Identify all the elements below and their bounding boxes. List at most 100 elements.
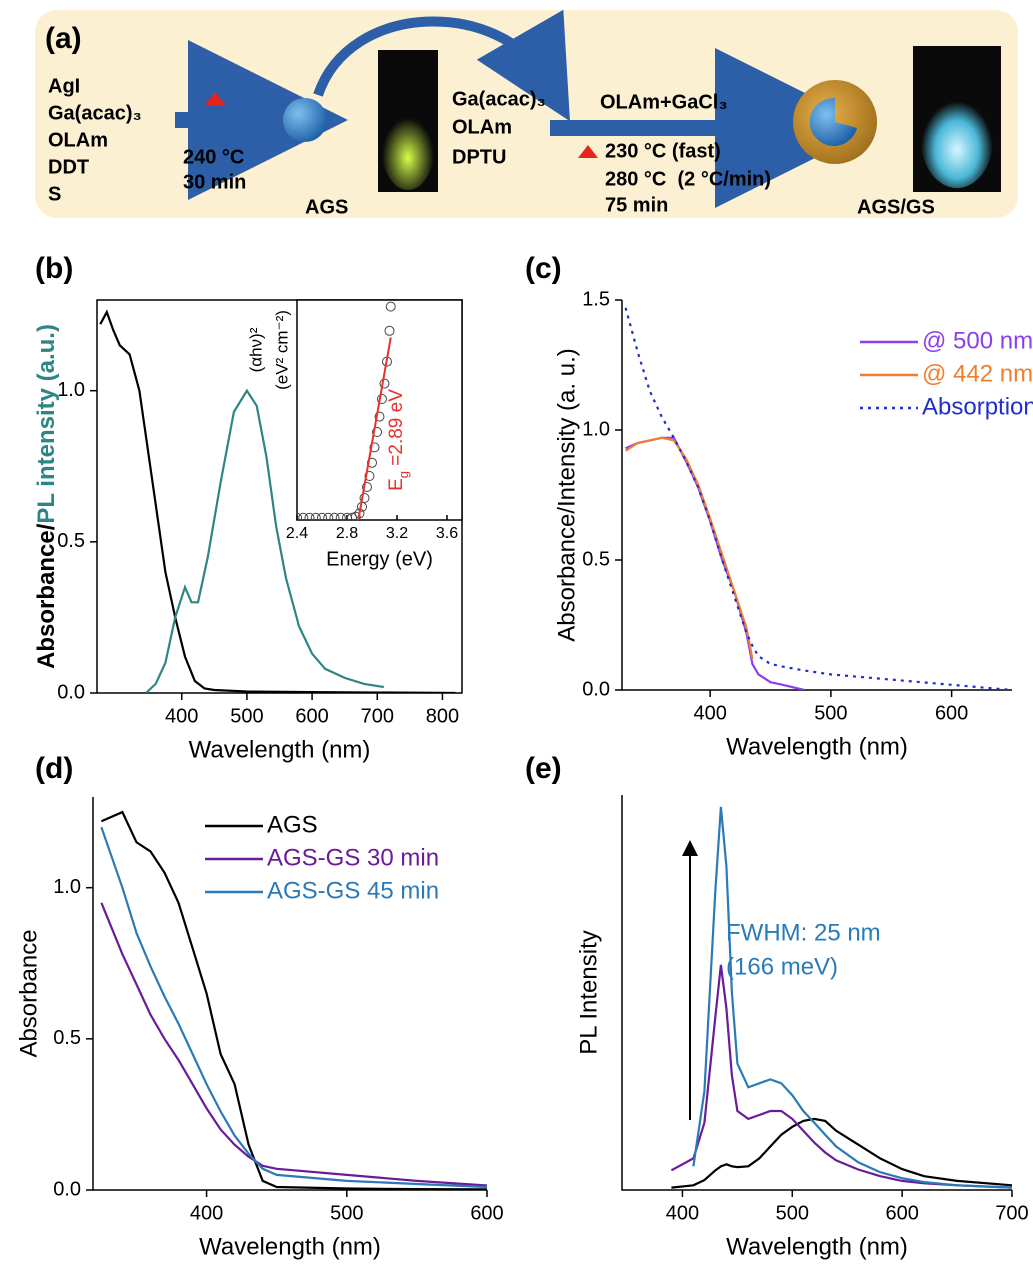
panel-label: (c) <box>525 252 562 285</box>
axis-line <box>621 795 1012 1191</box>
panel-label: (a) <box>45 22 82 55</box>
y-tick-label: 0.0 <box>582 678 610 700</box>
data-line <box>670 964 1012 1189</box>
fit-line <box>357 337 392 520</box>
condition: 30 min <box>183 171 246 193</box>
x-tick-label: 700 <box>361 705 394 727</box>
data-line <box>99 309 456 693</box>
y-axis-label: Absorbance <box>15 929 42 1057</box>
x-tick-label: 400 <box>165 705 198 727</box>
condition: 75 min <box>605 194 668 216</box>
condition: 240 °C <box>183 146 244 168</box>
y-tick-label: 1.0 <box>53 876 81 898</box>
data-point <box>359 493 370 503</box>
x-axis-label: Wavelength (nm) <box>189 736 371 763</box>
x-tick-label: 600 <box>885 1202 918 1224</box>
reagent: DPTU <box>452 146 506 168</box>
reagent: Ga(acac)₃ <box>48 102 142 124</box>
data-line <box>692 806 1012 1189</box>
reagent: DDT <box>48 156 89 178</box>
data-point <box>362 482 372 492</box>
reagent: Ga(acac)₃ <box>452 88 546 110</box>
legend-label: @ 500 nm <box>922 327 1033 354</box>
y-tick-label: 1.0 <box>582 418 610 440</box>
annotation-part: g <box>396 471 411 478</box>
reagent: AgI <box>48 75 80 97</box>
x-tick-label: 500 <box>776 1202 809 1224</box>
x-tick-label: 600 <box>470 1202 503 1224</box>
y-tick-label: 1.0 <box>57 379 85 401</box>
legend-label: AGS-GS 30 min <box>267 844 439 871</box>
y-axis-label: (eV² cm⁻²) <box>272 310 291 390</box>
data-line <box>100 810 487 1190</box>
data-point <box>384 325 395 336</box>
condition: 230 °C (fast) <box>605 140 721 162</box>
data-point <box>385 301 396 312</box>
y-tick-label: 0.5 <box>57 530 85 552</box>
data-point <box>347 512 357 520</box>
data-point <box>298 512 309 520</box>
y-tick-label: 0.5 <box>582 548 610 570</box>
product-label: AGS <box>305 196 348 218</box>
y-tick-label: 0.0 <box>53 1178 81 1200</box>
y-tick-label: 0.5 <box>53 1027 81 1049</box>
data-line <box>100 826 487 1189</box>
scheme: (a) AgI Ga(acac)₃ OLAm DDT S 240 °C 30 m… <box>35 9 1018 218</box>
reagent: OLAm <box>452 116 512 138</box>
annotation-part: =2.89 eV <box>386 389 407 471</box>
annotation-part: E <box>386 478 407 491</box>
data-point <box>310 512 321 520</box>
legend-label: AGS-GS 45 min <box>267 877 439 904</box>
x-tick-label: 500 <box>330 1202 363 1224</box>
y-axis-label: (αhν)² <box>246 327 265 372</box>
data-point <box>377 394 387 404</box>
data-line <box>100 902 487 1187</box>
legend-label: @ 442 nm <box>922 360 1033 387</box>
panel-label: (e) <box>525 752 562 785</box>
condition: 280 °C (2 °C/min) <box>605 168 771 190</box>
y-tick-label: 1.5 <box>582 288 610 310</box>
data-line <box>624 307 1012 690</box>
data-line <box>671 1117 1012 1189</box>
data-point <box>379 378 390 389</box>
plot-frame <box>296 299 463 521</box>
vial-glow <box>382 110 434 190</box>
y-axis-label: PL Intensity <box>575 930 602 1055</box>
panel-label: (b) <box>35 252 73 285</box>
data-line <box>625 436 805 690</box>
data-point <box>297 512 302 520</box>
legend-label: AGS <box>267 811 318 838</box>
x-tick-label: 400 <box>190 1202 223 1224</box>
y-axis-label-part: PL intensity (a.u.) <box>33 324 60 524</box>
data-point <box>335 512 346 520</box>
x-tick-label: 500 <box>230 705 263 727</box>
heat-icon <box>578 145 598 158</box>
x-tick-label: 800 <box>426 705 459 727</box>
y-axis-label: Absorbance/Intensity (a. u.) <box>553 348 580 641</box>
x-tick-label: 700 <box>995 1202 1028 1224</box>
data-point <box>364 471 375 481</box>
vial-glow <box>921 92 993 188</box>
y-axis-label-part: Absorbance/ <box>33 523 60 669</box>
data-line <box>145 388 384 693</box>
axis-line <box>621 300 1012 691</box>
y-tick-label: 0.0 <box>57 681 85 703</box>
data-point <box>323 512 334 520</box>
core-particle <box>283 98 327 142</box>
data-point <box>329 512 340 520</box>
data-point <box>374 411 385 422</box>
x-tick-label: 600 <box>295 705 328 727</box>
core <box>809 97 857 146</box>
data-point <box>304 512 315 520</box>
data-point <box>369 442 380 453</box>
reagent: OLAm+GaCl₃ <box>600 91 728 113</box>
x-tick-label: 400 <box>693 702 726 724</box>
arrow <box>313 9 571 122</box>
heat-icon <box>205 92 225 105</box>
x-tick-label: 3.2 <box>386 525 408 542</box>
panel-label: (d) <box>35 752 73 785</box>
x-axis-label: Wavelength (nm) <box>726 733 908 760</box>
x-tick-label: 3.6 <box>436 525 458 542</box>
data-line <box>625 436 754 660</box>
